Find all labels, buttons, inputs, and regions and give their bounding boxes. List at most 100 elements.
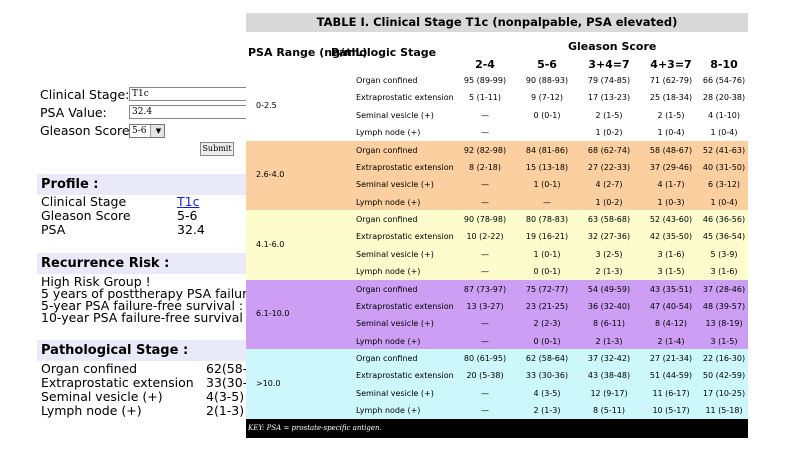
table-cell: 45 (36-54) xyxy=(702,232,746,242)
pathologic-stage-label: Lymph node (+) xyxy=(356,128,421,138)
pathological-row: Seminal vesicle (+) 4(3-5) xyxy=(41,389,244,404)
pathologic-stage-label: Organ confined xyxy=(356,76,418,85)
table-cell: 8 (5-11) xyxy=(592,406,626,416)
table-cell: 13 (3-27) xyxy=(466,301,504,311)
recurrence-lines: High Risk Group ! 5 years of posttherapy… xyxy=(41,274,305,324)
table-cell: 8 (4-12) xyxy=(654,319,688,329)
table-cell: 42 (35-50) xyxy=(649,232,693,242)
table-cell: 1 (0-2) xyxy=(595,197,623,207)
table-cell: 75 (72-77) xyxy=(525,284,569,294)
table-cell: — xyxy=(481,197,489,207)
pathologic-stage-label: Organ confined xyxy=(356,354,418,363)
gleason-score-row: Gleason Score: 5-6 ▼ xyxy=(40,122,240,139)
psa-range-group: 0-2.5 Organ confined 95 (89-99) 90 (88-93) 7… xyxy=(246,71,748,141)
table-cell: — xyxy=(481,406,489,416)
gleason-score-select[interactable]: 5-6 ▼ xyxy=(129,124,165,138)
table-cell: 4 (1-10) xyxy=(707,110,741,120)
pathologic-stage-label: Lymph node (+) xyxy=(356,267,421,277)
table-cell: 6 (3-12) xyxy=(707,180,741,190)
chevron-down-icon[interactable]: ▼ xyxy=(150,125,164,137)
table-cell: 8 (6-11) xyxy=(592,319,626,329)
table-cell: 10 (2-22) xyxy=(466,232,504,242)
pathological-label: Lymph node (+) xyxy=(41,403,142,418)
pathologic-stage-header: Pathologic Stage xyxy=(331,46,437,59)
table-cell: 79 (74-85) xyxy=(587,76,631,85)
pathological-value: 4(3-5) xyxy=(206,389,245,404)
pathologic-stage-label: Organ confined xyxy=(356,145,418,155)
pathologic-stage-label: Seminal vesicle (+) xyxy=(356,180,434,190)
table-cell: 9 (7-12) xyxy=(530,93,564,103)
pathological-value: 2(1-3) xyxy=(206,403,245,418)
recurrence-line: 5-year PSA failure-free survival : 30% xyxy=(41,298,275,313)
table-cell: 0 (0-1) xyxy=(533,336,561,346)
gleason-col-header: 4+3=7 xyxy=(650,58,692,71)
profile-heading: Profile : xyxy=(37,174,281,195)
table-cell: 1 (0-1) xyxy=(533,249,561,259)
pathological-label: Seminal vesicle (+) xyxy=(41,389,163,404)
profile-row: Clinical Stage T1c xyxy=(41,195,199,209)
table-cell: — xyxy=(543,197,551,207)
table-cell: 1 (0-4) xyxy=(710,197,738,207)
table-cell: 66 (54-76) xyxy=(702,76,746,85)
table-cell: 1 (0-4) xyxy=(710,128,738,138)
table-cell: 68 (62-74) xyxy=(587,145,631,155)
psa-range-label: 4.1-6.0 xyxy=(256,239,285,249)
table-cell: 11 (6-17) xyxy=(652,388,690,398)
table-cell: 62 (58-64) xyxy=(525,354,569,363)
gleason-score-selected: 5-6 xyxy=(132,126,147,136)
pathologic-stage-label: Extraprostatic extension xyxy=(356,162,454,172)
submit-button[interactable]: Submit xyxy=(200,142,234,156)
pathologic-stage-label: Organ confined xyxy=(356,215,418,224)
pathological-label: Organ confined xyxy=(41,361,138,376)
pathologic-stage-label: Extraprostatic extension xyxy=(356,371,454,381)
table-title: TABLE I. Clinical Stage T1c (nonpalpable… xyxy=(246,13,748,32)
table-cell: 1 (0-4) xyxy=(657,128,685,138)
recurrence-line: High Risk Group ! xyxy=(41,274,151,289)
table-cell: 2 (1-5) xyxy=(595,110,623,120)
gleason-col-header: 3+4=7 xyxy=(588,58,630,71)
table-cell: 3 (1-5) xyxy=(657,267,685,277)
table-cell: 40 (31-50) xyxy=(702,162,746,172)
table-cell: 23 (21-25) xyxy=(525,301,569,311)
table-cell: 3 (1-6) xyxy=(710,267,738,277)
pathologic-stage-label: Organ confined xyxy=(356,284,418,294)
table-cell: 87 (73-97) xyxy=(463,284,507,294)
table-cell: 90 (78-98) xyxy=(463,215,507,224)
gleason-col-header: 8-10 xyxy=(710,58,738,71)
profile-label: Gleason Score xyxy=(41,208,131,223)
table-cell: 80 (78-83) xyxy=(525,215,569,224)
table-cell: 28 (20-38) xyxy=(702,93,746,103)
table-cell: 54 (49-59) xyxy=(587,284,631,294)
table-cell: 3 (1-5) xyxy=(710,336,738,346)
pathologic-stage-label: Lymph node (+) xyxy=(356,406,421,416)
profile-list: Clinical Stage T1c Gleason Score 5-6 PSA… xyxy=(41,195,205,237)
table-cell: 3 (1-6) xyxy=(657,249,685,259)
table-cell: — xyxy=(481,180,489,190)
table-cell: 19 (16-21) xyxy=(525,232,569,242)
clinical-stage-input[interactable] xyxy=(129,87,271,101)
table-cell: 15 (13-18) xyxy=(525,162,569,172)
pathologic-stage-label: Extraprostatic extension xyxy=(356,301,454,311)
profile-label: PSA xyxy=(41,222,66,237)
table-cell: 27 (22-33) xyxy=(587,162,631,172)
table-cell: 22 (16-30) xyxy=(702,354,746,363)
psa-value-input[interactable] xyxy=(129,105,271,119)
table-cell: 37 (29-46) xyxy=(649,162,693,172)
table-cell: 52 (41-63) xyxy=(702,145,746,155)
table-cell: 17 (13-23) xyxy=(587,93,631,103)
table-cell: 84 (81-86) xyxy=(525,145,569,155)
table-cell: — xyxy=(481,249,489,259)
clinical-stage-link[interactable]: T1c xyxy=(177,194,200,209)
table-cell: 2 (1-4) xyxy=(657,336,685,346)
clinical-stage-row: Clinical Stage: xyxy=(40,86,271,103)
table-cell: 33 (30-36) xyxy=(525,371,569,381)
table-cell: 2 (2-3) xyxy=(533,319,561,329)
table-cell: 10 (5-17) xyxy=(652,406,690,416)
pathologic-stage-label: Lymph node (+) xyxy=(356,197,421,207)
psa-range-label: 6.1-10.0 xyxy=(256,309,290,319)
table-cell: 36 (32-40) xyxy=(587,301,631,311)
table-cell: 4 (3-5) xyxy=(533,388,561,398)
pathologic-stage-label: Seminal vesicle (+) xyxy=(356,388,434,398)
table-cell: 37 (32-42) xyxy=(587,354,631,363)
table-cell: 2 (1-5) xyxy=(657,110,685,120)
